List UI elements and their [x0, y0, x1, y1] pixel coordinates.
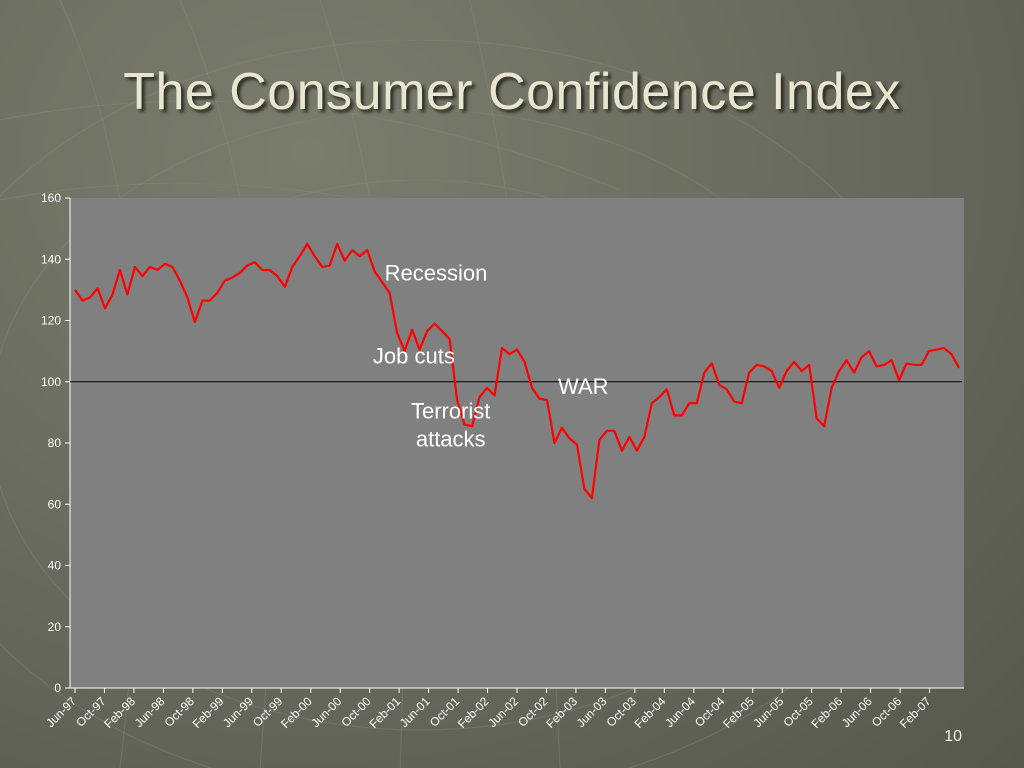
- x-tick-label: Feb-05: [720, 694, 757, 731]
- y-tick-label: 80: [48, 436, 62, 450]
- y-axis: 0 20 40 60 80 100 120 140 160: [41, 191, 71, 695]
- y-tick-label: 140: [41, 252, 61, 266]
- annotation-terrorist-attacks: Terrorist attacks: [411, 399, 490, 452]
- annotation-line: Terrorist: [411, 399, 490, 424]
- y-tick-label: 120: [41, 314, 61, 328]
- series-line-consumer-confidence: [74, 242, 960, 500]
- x-tick-label: Jun-04: [662, 694, 698, 730]
- x-tick-label: Feb-03: [543, 694, 580, 731]
- plot-area: [70, 198, 964, 688]
- x-tick-label: Jun-01: [397, 694, 433, 730]
- x-tick-label: Feb-99: [190, 694, 227, 731]
- x-tick-label: Feb-02: [455, 694, 492, 731]
- x-tick-label: Jun-06: [839, 694, 875, 730]
- y-tick-label: 40: [48, 559, 62, 573]
- annotation-recession: Recession: [385, 261, 488, 286]
- annotation-line: Recession: [385, 261, 488, 286]
- annotation-job-cuts: Job cuts: [373, 343, 455, 368]
- annotation-line: Job cuts: [373, 343, 455, 368]
- y-tick-label: 20: [48, 620, 62, 634]
- x-tick-label: Jun-98: [132, 694, 168, 730]
- annotation-line: WAR: [558, 374, 609, 399]
- x-tick-label: Jun-02: [485, 694, 521, 730]
- y-tick-label: 160: [41, 191, 61, 205]
- x-tick-label: Jun-97: [43, 694, 79, 730]
- x-tick-label: Feb-98: [101, 694, 138, 731]
- y-tick-label: 60: [48, 497, 62, 511]
- annotations: Recession Job cuts Terrorist attacks WAR: [373, 261, 609, 452]
- x-tick-label: Jun-99: [220, 694, 256, 730]
- x-tick-label: Feb-07: [897, 694, 934, 731]
- slide-number: 10: [944, 728, 962, 745]
- x-tick-label: Feb-04: [632, 694, 669, 731]
- x-axis: Jun-97Oct-97Feb-98Jun-98Oct-98Feb-99Jun-…: [43, 687, 964, 731]
- annotation-war: WAR: [558, 374, 609, 399]
- y-tick-label: 100: [41, 375, 61, 389]
- x-tick-label: Jun-03: [574, 694, 610, 730]
- x-tick-label: Feb-01: [366, 694, 403, 731]
- x-tick-label: Jun-05: [750, 694, 786, 730]
- y-tick-label: 0: [54, 681, 61, 695]
- annotation-line: attacks: [416, 427, 486, 452]
- slide-title: The Consumer Confidence Index: [123, 63, 901, 121]
- x-tick-label: Jun-00: [308, 694, 344, 730]
- x-tick-label: Feb-06: [808, 694, 845, 731]
- x-tick-label: Feb-00: [278, 694, 315, 731]
